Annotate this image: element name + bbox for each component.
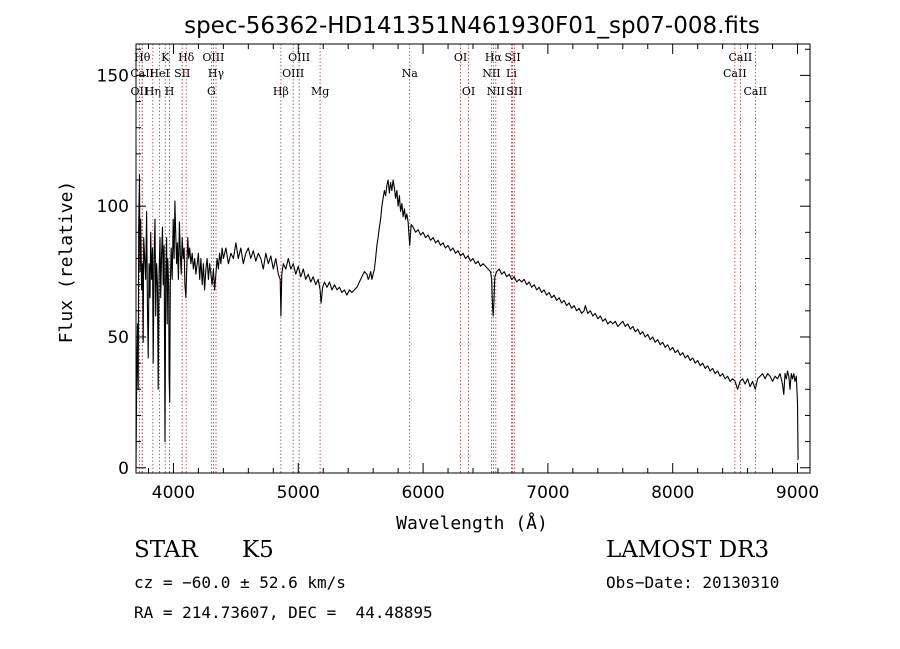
marker-label: SII <box>174 67 190 80</box>
marker-label: Hδ <box>178 51 195 64</box>
x-axis-label: Wavelength (Å) <box>396 512 548 534</box>
marker-label: Hθ <box>134 51 151 64</box>
marker-label: NII <box>487 85 505 98</box>
marker-label: Hβ <box>273 85 289 98</box>
marker-label: CaII <box>723 67 747 80</box>
marker-label: NII <box>482 67 500 80</box>
marker-label: G <box>207 85 216 98</box>
marker-label: OII <box>131 85 149 98</box>
chart-title: spec-56362-HD141351N461930F01_sp07-008.f… <box>184 13 760 39</box>
survey-name: LAMOST DR3 <box>606 537 770 563</box>
marker-label: Na <box>402 67 419 80</box>
marker-label: Hη <box>145 85 161 98</box>
x-tick-label: 8000 <box>651 483 694 503</box>
y-axis-label: Flux (relative) <box>56 181 77 344</box>
y-tick-label: 100 <box>97 197 129 217</box>
marker-label: SII <box>504 51 520 64</box>
marker-label: Hα <box>485 51 503 64</box>
marker-label: Li <box>506 67 517 80</box>
marker-label: K <box>161 51 170 64</box>
marker-label: OI <box>454 51 467 64</box>
marker-label: OI <box>462 85 475 98</box>
marker-label: Hγ <box>208 67 225 80</box>
marker-label: Mg <box>311 85 329 98</box>
observation-date: Obs−Date: 20130310 <box>606 573 780 592</box>
marker-label: SII <box>506 85 522 98</box>
spectral-line-markers: OII Hθ CaII Hη HeI K H SII Hδ G OIII Hγ Hβ OIII OIII Mg… <box>130 44 767 473</box>
object-subclass: K5 <box>242 537 274 563</box>
y-tick-label: 150 <box>97 66 129 86</box>
y-axis-ticks: 0 50 100 150 <box>97 48 810 479</box>
x-tick-label: 5000 <box>277 483 320 503</box>
marker-label: CaII <box>743 85 767 98</box>
marker-label: CaII <box>729 51 753 64</box>
marker-label: HeI <box>149 67 169 80</box>
x-tick-label: 7000 <box>526 483 569 503</box>
x-tick-label: 6000 <box>401 483 444 503</box>
y-tick-label: 50 <box>107 328 129 348</box>
spectrum-line <box>135 174 799 468</box>
y-tick-label: 0 <box>118 459 129 479</box>
x-axis-ticks: 4000 5000 6000 7000 8000 9000 <box>147 44 819 503</box>
redshift-velocity: cz = −60.0 ± 52.6 km/s <box>134 573 346 592</box>
marker-label: OIII <box>282 67 304 80</box>
marker-label: H <box>165 85 175 98</box>
x-tick-label: 9000 <box>776 483 819 503</box>
x-tick-label: 4000 <box>152 483 195 503</box>
object-class: STAR <box>134 537 198 563</box>
sky-coordinates: RA = 214.73607, DEC = 44.48895 <box>134 603 433 622</box>
marker-label: OIII <box>202 51 224 64</box>
marker-label: OIII <box>288 51 310 64</box>
